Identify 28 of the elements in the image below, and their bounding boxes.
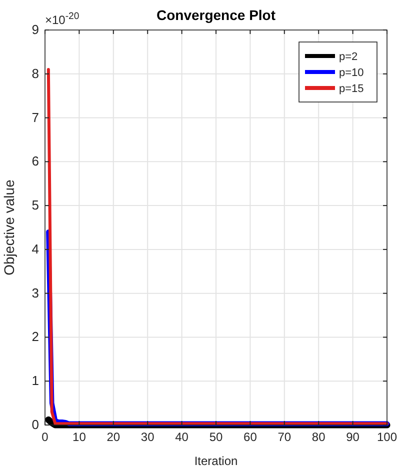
y-tick-label: 5 [32, 198, 39, 213]
x-tick-label: 70 [278, 430, 292, 444]
chart-title: Convergence Plot [156, 7, 276, 23]
y-tick-label: 7 [32, 110, 39, 125]
text: ×10$^{-20}$ [45, 10, 80, 27]
y-tick-label: 3 [32, 285, 39, 300]
legend-label: p=10 [339, 67, 364, 79]
x-tick-label: 60 [244, 430, 258, 444]
x-axis-title: Iteration [194, 454, 238, 468]
x-tick-label: 50 [209, 430, 223, 444]
y-tick-label: 9 [32, 22, 39, 37]
x-tick-label: 100 [376, 430, 398, 444]
y-axis-title: Objective value [1, 179, 17, 276]
x-tick-label: 0 [42, 430, 49, 444]
legend-label: p=2 [339, 51, 358, 63]
legend-label: p=15 [339, 83, 364, 95]
x-tick-label: 10 [72, 430, 86, 444]
y-tick-label: 2 [32, 329, 39, 344]
y-tick-label: 8 [32, 66, 39, 81]
y-tick-label: 0 [32, 417, 39, 432]
x-tick-label: 30 [140, 430, 155, 444]
y-tick-label: 1 [32, 373, 39, 388]
x-tick-label: 80 [312, 430, 326, 444]
y-tick-label: 6 [32, 154, 39, 169]
y-tick-label: 4 [32, 241, 39, 256]
x-tick-label: 20 [106, 430, 120, 444]
x-tick-label: 40 [175, 430, 189, 444]
x-tick-label: 90 [346, 430, 360, 444]
